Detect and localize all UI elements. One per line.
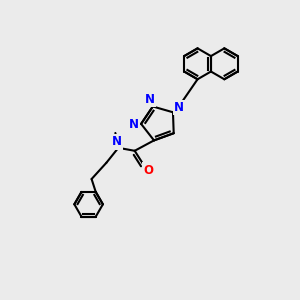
- Text: N: N: [174, 101, 184, 114]
- Text: N: N: [112, 135, 122, 148]
- Text: N: N: [145, 93, 155, 106]
- Text: O: O: [143, 164, 153, 177]
- Text: N: N: [129, 118, 139, 130]
